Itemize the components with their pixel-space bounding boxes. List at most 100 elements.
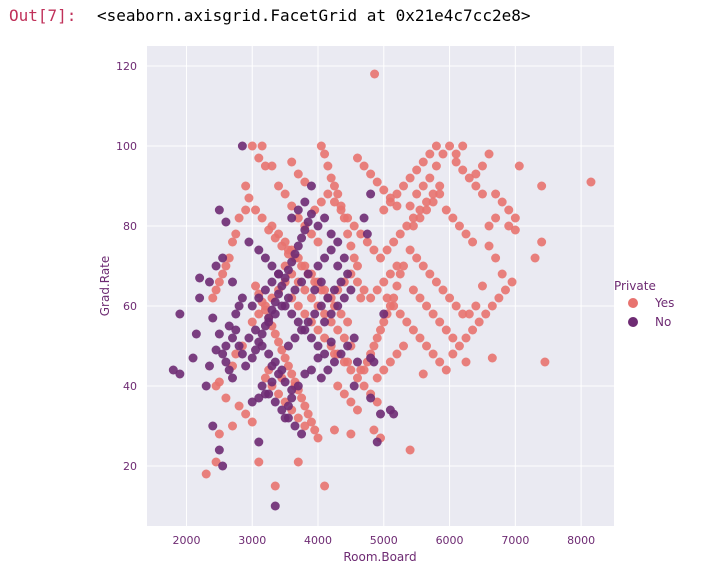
data-point-no bbox=[241, 361, 251, 371]
data-point-no bbox=[326, 309, 336, 319]
data-point-yes bbox=[402, 221, 412, 231]
data-point-yes bbox=[231, 229, 241, 239]
data-point-yes bbox=[356, 365, 366, 375]
data-point-no bbox=[297, 233, 307, 243]
data-point-no bbox=[201, 381, 211, 391]
data-point-no bbox=[320, 253, 330, 263]
data-point-no bbox=[313, 341, 323, 351]
data-point-yes bbox=[431, 161, 441, 171]
data-point-yes bbox=[362, 237, 372, 247]
data-point-yes bbox=[435, 357, 445, 367]
data-point-yes bbox=[540, 357, 550, 367]
data-point-yes bbox=[339, 389, 349, 399]
data-point-no bbox=[362, 229, 372, 239]
data-point-yes bbox=[491, 253, 501, 263]
data-point-yes bbox=[214, 277, 224, 287]
data-point-yes bbox=[320, 285, 330, 295]
data-point-no bbox=[244, 333, 254, 343]
data-point-no bbox=[320, 349, 330, 359]
data-point-yes bbox=[510, 213, 520, 223]
data-point-yes bbox=[415, 205, 425, 215]
data-point-no bbox=[224, 321, 234, 331]
data-point-no bbox=[310, 285, 320, 295]
data-point-no bbox=[293, 241, 303, 251]
data-point-yes bbox=[514, 161, 524, 171]
data-point-no bbox=[376, 409, 385, 419]
data-point-yes bbox=[372, 373, 382, 383]
data-point-no bbox=[300, 369, 310, 379]
data-point-no bbox=[264, 349, 274, 359]
data-point-no bbox=[336, 349, 346, 359]
data-point-no bbox=[251, 345, 261, 355]
data-point-yes bbox=[221, 261, 231, 271]
data-point-no bbox=[329, 357, 339, 367]
data-point-yes bbox=[323, 189, 333, 199]
data-point-yes bbox=[471, 301, 481, 311]
data-point-no bbox=[379, 309, 389, 319]
data-point-no bbox=[231, 309, 241, 319]
data-point-no bbox=[260, 285, 270, 295]
data-point-yes bbox=[389, 301, 399, 311]
data-point-yes bbox=[392, 349, 402, 359]
y-tick-label: 20 bbox=[123, 460, 137, 473]
data-point-yes bbox=[218, 269, 228, 279]
data-point-yes bbox=[448, 333, 458, 343]
x-tick-label: 5000 bbox=[370, 534, 398, 547]
data-point-yes bbox=[333, 189, 343, 199]
y-tick-label: 40 bbox=[123, 380, 137, 393]
y-tick-label: 60 bbox=[123, 300, 137, 313]
data-point-yes bbox=[537, 237, 547, 247]
data-point-yes bbox=[316, 197, 326, 207]
data-point-yes bbox=[257, 213, 267, 223]
data-point-yes bbox=[234, 401, 244, 411]
data-point-yes bbox=[241, 205, 251, 215]
legend-title: Private bbox=[614, 279, 656, 293]
data-point-no bbox=[320, 317, 330, 327]
data-point-yes bbox=[320, 481, 330, 491]
data-point-yes bbox=[270, 233, 280, 243]
data-point-yes bbox=[264, 225, 274, 235]
data-point-yes bbox=[306, 293, 316, 303]
data-point-no bbox=[254, 245, 264, 255]
data-point-no bbox=[316, 277, 326, 287]
data-point-yes bbox=[254, 309, 264, 319]
data-point-yes bbox=[300, 285, 310, 295]
data-point-yes bbox=[352, 277, 362, 287]
data-point-no bbox=[310, 309, 320, 319]
data-point-no bbox=[287, 257, 297, 267]
data-point-no bbox=[218, 349, 228, 359]
data-point-no bbox=[277, 301, 287, 311]
data-point-yes bbox=[471, 181, 481, 191]
data-point-yes bbox=[458, 141, 468, 151]
data-point-yes bbox=[306, 229, 316, 239]
data-point-yes bbox=[326, 173, 336, 183]
data-point-yes bbox=[399, 181, 409, 191]
data-point-yes bbox=[300, 401, 310, 411]
data-point-yes bbox=[405, 245, 415, 255]
data-point-yes bbox=[293, 301, 303, 311]
data-point-no bbox=[326, 245, 336, 255]
x-tick-label: 2000 bbox=[172, 534, 200, 547]
data-point-yes bbox=[343, 213, 353, 223]
data-point-no bbox=[234, 301, 244, 311]
data-point-yes bbox=[448, 213, 458, 223]
data-point-yes bbox=[484, 149, 494, 159]
data-point-yes bbox=[477, 161, 487, 171]
data-point-yes bbox=[487, 301, 497, 311]
data-point-no bbox=[316, 301, 326, 311]
data-point-yes bbox=[201, 469, 211, 479]
data-point-no bbox=[333, 237, 343, 247]
data-point-no bbox=[218, 461, 228, 471]
data-point-no bbox=[214, 205, 224, 215]
data-point-yes bbox=[376, 253, 385, 263]
data-point-yes bbox=[320, 309, 330, 319]
data-point-yes bbox=[399, 341, 409, 351]
data-point-no bbox=[303, 317, 313, 327]
data-point-no bbox=[349, 333, 359, 343]
data-point-yes bbox=[389, 293, 399, 303]
data-point-no bbox=[290, 421, 300, 431]
data-point-no bbox=[277, 405, 287, 415]
y-axis-label: Grad.Rate bbox=[98, 256, 112, 317]
data-point-yes bbox=[491, 213, 501, 223]
data-point-no bbox=[254, 293, 264, 303]
